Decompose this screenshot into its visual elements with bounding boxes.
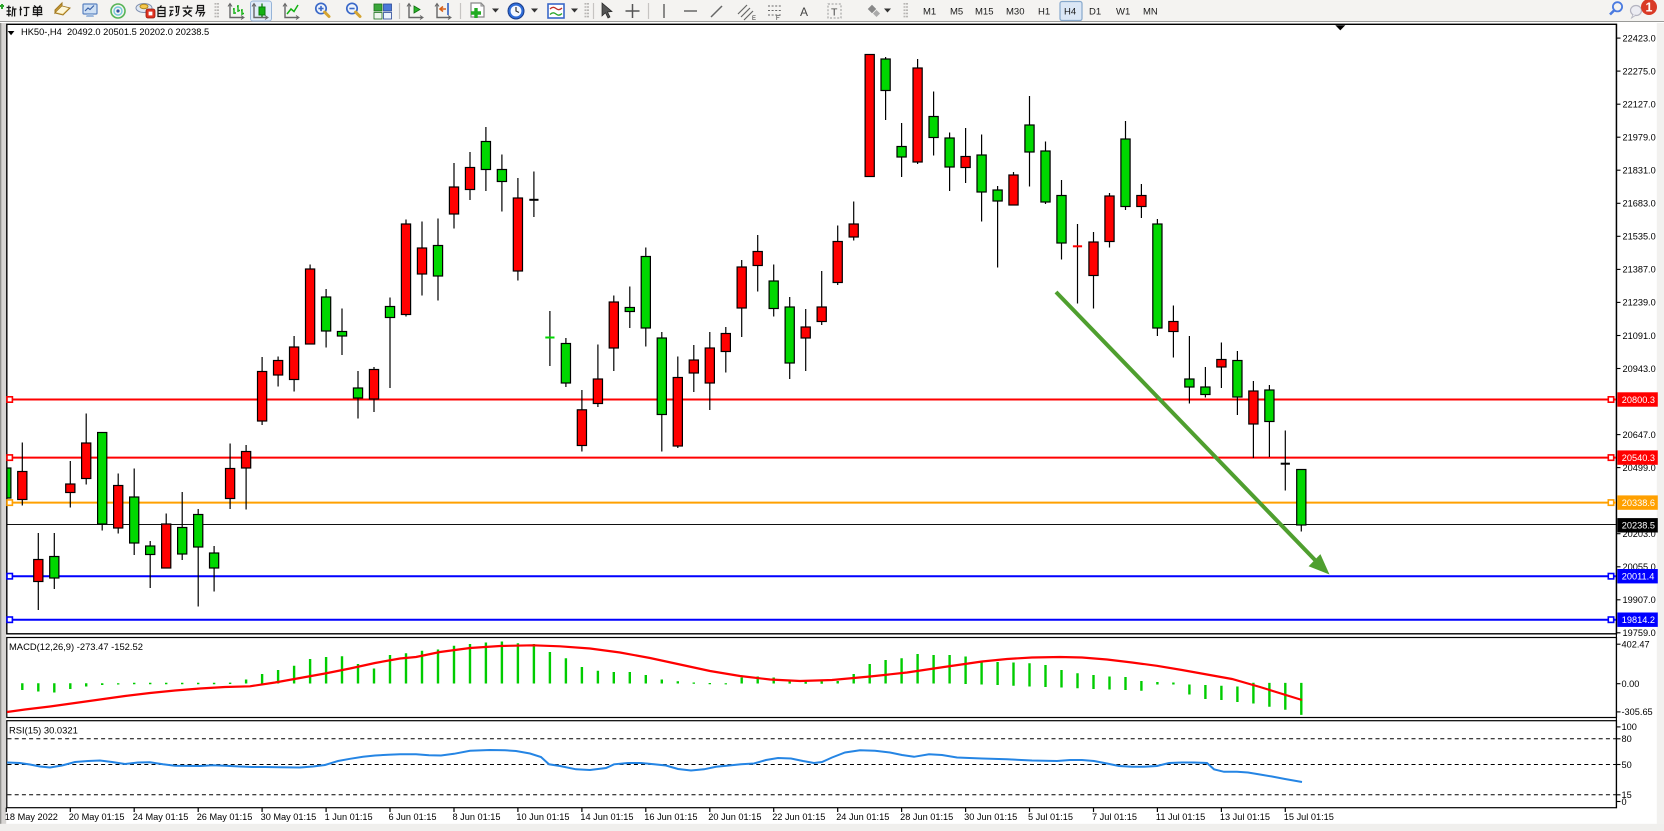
svg-text:21535.0: 21535.0 bbox=[1623, 232, 1656, 242]
svg-text:100: 100 bbox=[1622, 722, 1637, 732]
svg-text:20 Jun 01:15: 20 Jun 01:15 bbox=[708, 812, 761, 822]
svg-text:M15: M15 bbox=[975, 7, 993, 18]
svg-text:21683.0: 21683.0 bbox=[1623, 199, 1656, 209]
svg-text:0: 0 bbox=[1622, 797, 1627, 807]
svg-text:20540.3: 20540.3 bbox=[1622, 453, 1655, 463]
svg-text:14 Jun 01:15: 14 Jun 01:15 bbox=[580, 812, 633, 822]
svg-text:MACD(12,26,9) -273.47 -152.52: MACD(12,26,9) -273.47 -152.52 bbox=[9, 641, 143, 652]
svg-text:22275.0: 22275.0 bbox=[1623, 66, 1656, 76]
svg-text:F: F bbox=[776, 16, 780, 22]
svg-text:20800.3: 20800.3 bbox=[1622, 395, 1655, 405]
svg-text:0.00: 0.00 bbox=[1622, 679, 1640, 689]
svg-text:30 Jun 01:15: 30 Jun 01:15 bbox=[964, 812, 1017, 822]
svg-text:M5: M5 bbox=[950, 7, 963, 18]
svg-text:28 Jun 01:15: 28 Jun 01:15 bbox=[900, 812, 953, 822]
svg-text:5 Jul 01:15: 5 Jul 01:15 bbox=[1028, 812, 1073, 822]
svg-text:11 Jul 01:15: 11 Jul 01:15 bbox=[1156, 812, 1205, 822]
svg-text:30 May 01:15: 30 May 01:15 bbox=[261, 812, 317, 822]
svg-text:-305.65: -305.65 bbox=[1622, 707, 1653, 717]
svg-text:8 Jun 01:15: 8 Jun 01:15 bbox=[453, 812, 501, 822]
svg-text:16 Jun 01:15: 16 Jun 01:15 bbox=[644, 812, 697, 822]
svg-text:20238.5: 20238.5 bbox=[1622, 521, 1655, 531]
svg-text:10 Jun 01:15: 10 Jun 01:15 bbox=[516, 812, 569, 822]
svg-text:80: 80 bbox=[1622, 734, 1632, 744]
svg-text:MN: MN bbox=[1143, 7, 1158, 18]
svg-text:20943.0: 20943.0 bbox=[1623, 364, 1656, 374]
svg-text:20011.4: 20011.4 bbox=[1622, 572, 1655, 582]
svg-text:24 May 01:15: 24 May 01:15 bbox=[133, 812, 189, 822]
svg-text:20055.0: 20055.0 bbox=[1623, 562, 1656, 572]
svg-text:21979.0: 21979.0 bbox=[1623, 133, 1656, 143]
svg-text:50: 50 bbox=[1622, 760, 1632, 770]
svg-text:26 May 01:15: 26 May 01:15 bbox=[197, 812, 253, 822]
svg-text:21831.0: 21831.0 bbox=[1623, 166, 1656, 176]
svg-text:18 May 2022: 18 May 2022 bbox=[5, 812, 58, 822]
svg-text:A: A bbox=[800, 5, 808, 19]
svg-text:1: 1 bbox=[1646, 0, 1653, 14]
svg-text:D1: D1 bbox=[1089, 7, 1101, 18]
svg-text:15: 15 bbox=[1622, 790, 1632, 800]
svg-text:20338.6: 20338.6 bbox=[1622, 498, 1655, 508]
svg-text:1 Jun 01:15: 1 Jun 01:15 bbox=[325, 812, 373, 822]
svg-text:402.47: 402.47 bbox=[1622, 640, 1650, 650]
svg-text:HK50-,H4 20492.0 20501.5 2020: HK50-,H4 20492.0 20501.5 20202.0 20238.5 bbox=[21, 27, 209, 37]
svg-text:H1: H1 bbox=[1038, 7, 1050, 18]
svg-text:RSI(15) 30.0321: RSI(15) 30.0321 bbox=[9, 725, 78, 736]
svg-text:20 May 01:15: 20 May 01:15 bbox=[69, 812, 125, 822]
svg-text:6 Jun 01:15: 6 Jun 01:15 bbox=[389, 812, 437, 822]
svg-text:21387.0: 21387.0 bbox=[1623, 265, 1656, 275]
svg-text:22423.0: 22423.0 bbox=[1623, 33, 1656, 43]
svg-text:22 Jun 01:15: 22 Jun 01:15 bbox=[772, 812, 825, 822]
svg-text:T: T bbox=[831, 7, 838, 19]
svg-text:20499.0: 20499.0 bbox=[1623, 463, 1656, 473]
svg-text:20203.0: 20203.0 bbox=[1623, 529, 1656, 539]
svg-text:E: E bbox=[752, 16, 756, 22]
svg-text:W1: W1 bbox=[1116, 7, 1130, 18]
svg-text:H4: H4 bbox=[1064, 7, 1076, 18]
svg-text:22127.0: 22127.0 bbox=[1623, 100, 1656, 110]
svg-text:15 Jul 01:15: 15 Jul 01:15 bbox=[1284, 812, 1334, 822]
svg-text:7 Jul 01:15: 7 Jul 01:15 bbox=[1092, 812, 1137, 822]
svg-text:19907.0: 19907.0 bbox=[1623, 595, 1656, 605]
svg-text:24 Jun 01:15: 24 Jun 01:15 bbox=[836, 812, 889, 822]
svg-text:M1: M1 bbox=[923, 7, 936, 18]
svg-text:20647.0: 20647.0 bbox=[1623, 430, 1656, 440]
svg-text:M30: M30 bbox=[1006, 7, 1024, 18]
svg-text:21091.0: 21091.0 bbox=[1623, 331, 1656, 341]
svg-text:21239.0: 21239.0 bbox=[1623, 298, 1656, 308]
svg-text:19759.0: 19759.0 bbox=[1623, 628, 1656, 638]
svg-text:19814.2: 19814.2 bbox=[1622, 615, 1655, 625]
svg-text:13 Jul 01:15: 13 Jul 01:15 bbox=[1220, 812, 1270, 822]
